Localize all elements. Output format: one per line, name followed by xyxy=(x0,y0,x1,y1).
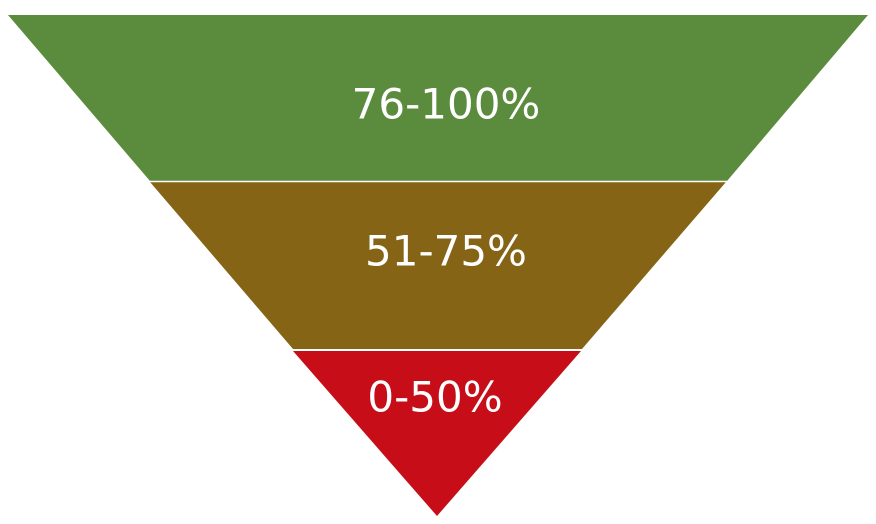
funnel-tier-top xyxy=(8,15,868,181)
funnel-tier-bottom xyxy=(293,351,581,516)
funnel-tier-top-label: 76-100% xyxy=(352,80,541,129)
funnel-tier-middle xyxy=(150,182,726,349)
funnel-tier-middle-label: 51-75% xyxy=(365,227,527,276)
funnel-tier-bottom-label: 0-50% xyxy=(367,373,502,422)
